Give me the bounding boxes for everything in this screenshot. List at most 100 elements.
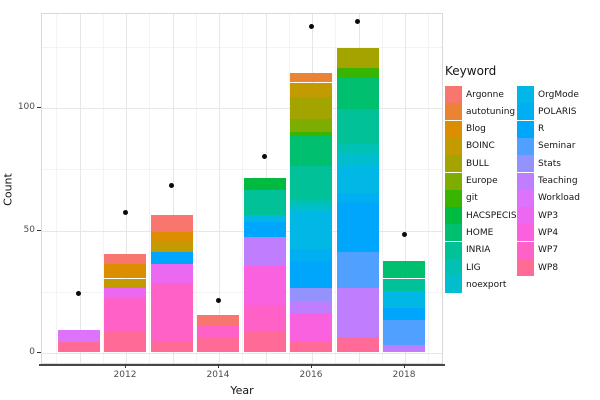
bar-segment-2016-WP4	[290, 312, 332, 343]
legend-label: R	[538, 124, 545, 135]
bar-segment-2016-BULL	[290, 97, 332, 120]
bar-segment-2013-WP7	[150, 283, 193, 343]
minor-gridline-v	[102, 14, 104, 363]
y-tick-mark	[37, 229, 41, 231]
legend-swatch-WP3	[517, 207, 534, 225]
legend-label: BOINC	[466, 141, 495, 152]
x-tick-mark	[125, 364, 126, 368]
legend-item-INRIA: INRIA	[445, 241, 490, 259]
legend-swatch-WP7	[517, 241, 534, 259]
legend-item-autotuning: autotuning	[445, 103, 516, 121]
legend-item-BOINC: BOINC	[445, 137, 495, 155]
minor-gridline-v	[56, 14, 58, 363]
y-axis-title: Count	[1, 173, 15, 206]
bar-segment-2017-noexport	[336, 153, 379, 166]
legend-item-Europe: Europe	[445, 172, 498, 190]
legend-swatch-BOINC	[445, 137, 462, 155]
minor-gridline-v	[242, 14, 244, 363]
legend-swatch-Argonne	[445, 86, 462, 103]
legend-swatch-Blog	[445, 120, 462, 138]
bar-segment-2011-Workload	[57, 329, 100, 343]
bar-segment-2017-WP8	[336, 337, 379, 352]
bar-segment-2016-Stats	[290, 288, 332, 301]
bar-segment-2016-LIG	[290, 200, 332, 205]
legend-swatch-Teaching	[517, 172, 534, 190]
legend-swatch-Seminar	[517, 137, 534, 155]
bar-segment-2016-OrgMode	[290, 212, 332, 250]
legend-swatch-WP8	[517, 259, 534, 276]
legend-swatch-OrgMode	[517, 86, 534, 103]
bar-segment-2015-R	[243, 222, 286, 237]
bar-segment-2014-Argonne	[197, 315, 239, 326]
bar-segment-2017-git	[336, 67, 379, 78]
bar-segment-2016-noexport	[290, 205, 332, 213]
legend-item-BULL: BULL	[445, 155, 489, 173]
major-gridline-h	[42, 353, 442, 354]
legend-swatch-LIG	[445, 259, 462, 276]
legend-swatch-BULL	[445, 155, 462, 173]
bar-segment-2017-POLARIS	[336, 192, 379, 203]
minor-gridline-v	[381, 14, 383, 363]
major-gridline-v	[126, 14, 127, 363]
legend-label: Stats	[538, 158, 561, 169]
bar-segment-2016-Europe	[290, 119, 332, 132]
legend-label: Teaching	[538, 176, 578, 186]
point-2015	[262, 153, 267, 159]
bar-segment-2012-WP3	[104, 288, 146, 299]
bar-segment-2016-git	[290, 131, 332, 137]
legend-item-noexport: noexport	[445, 276, 506, 294]
minor-gridline-v	[335, 14, 337, 363]
y-tick-mark	[37, 352, 41, 353]
bar-segment-2012-BOINC	[104, 278, 146, 289]
minor-gridline-h	[42, 169, 442, 171]
legend-item-Workload: Workload	[517, 189, 580, 207]
minor-gridline-h	[42, 46, 442, 48]
bar-segment-2015-WP8	[243, 332, 286, 352]
bar-segment-2013-R	[150, 251, 193, 264]
legend-label: Argonne	[466, 89, 504, 100]
x-tick-mark	[404, 364, 405, 368]
legend-item-HACSPECIS: HACSPECIS	[445, 207, 517, 225]
bar-segment-2018-Teaching	[383, 344, 425, 352]
bar-segment-2015-WP7	[243, 305, 286, 333]
y-tick-label: 0	[29, 347, 35, 357]
bar-segment-2016-INRIA	[290, 165, 332, 201]
legend-label: WP4	[538, 227, 559, 238]
legend-swatch-POLARIS	[517, 103, 534, 121]
x-tick-label: 2012	[113, 370, 137, 380]
bar-segment-2014-WP8	[197, 337, 239, 352]
legend-entries: Argonne autotuning Blog BOINC BULL Europe git H…	[445, 86, 595, 311]
minor-gridline-v	[149, 14, 151, 363]
point-2018	[401, 231, 407, 237]
legend-swatch-R	[517, 120, 534, 138]
bar-segment-2018-HOME	[383, 261, 425, 279]
legend-item-Blog: Blog	[445, 120, 486, 138]
major-gridline-h	[42, 108, 442, 109]
legend-swatch-autotuning	[445, 103, 462, 121]
legend-label: autotuning	[466, 106, 516, 117]
legend-item-Teaching: Teaching	[517, 172, 578, 190]
bar-segment-2015-Teaching	[243, 236, 286, 267]
bar-segment-2014-WP7	[197, 325, 239, 338]
major-gridline-v	[219, 14, 220, 363]
x-tick-label: 2016	[299, 370, 323, 380]
legend-label: Seminar	[538, 141, 576, 152]
bar-segment-2012-Argonne	[104, 254, 146, 264]
bar-segment-2013-WP8	[150, 342, 193, 352]
bar-segment-2015-OrgMode	[243, 214, 286, 223]
legend-label: POLARIS	[538, 106, 577, 117]
legend-label: Europe	[466, 176, 498, 186]
bar-segment-2016-autotuning	[290, 72, 332, 83]
legend-item-POLARIS: POLARIS	[517, 103, 577, 121]
legend-item-WP7: WP7	[517, 241, 558, 259]
point-2011	[76, 290, 81, 296]
legend-swatch-WP4	[517, 224, 534, 242]
x-tick-label: 2018	[392, 370, 416, 380]
bar-segment-2017-Teaching	[336, 288, 379, 338]
legend-label: Blog	[466, 124, 486, 135]
bar-segment-2016-Teaching	[290, 300, 332, 313]
point-2014	[215, 298, 221, 304]
major-gridline-h	[42, 230, 442, 232]
bar-segment-2015-HACSPECIS	[243, 178, 286, 191]
major-gridline-v	[172, 14, 174, 363]
